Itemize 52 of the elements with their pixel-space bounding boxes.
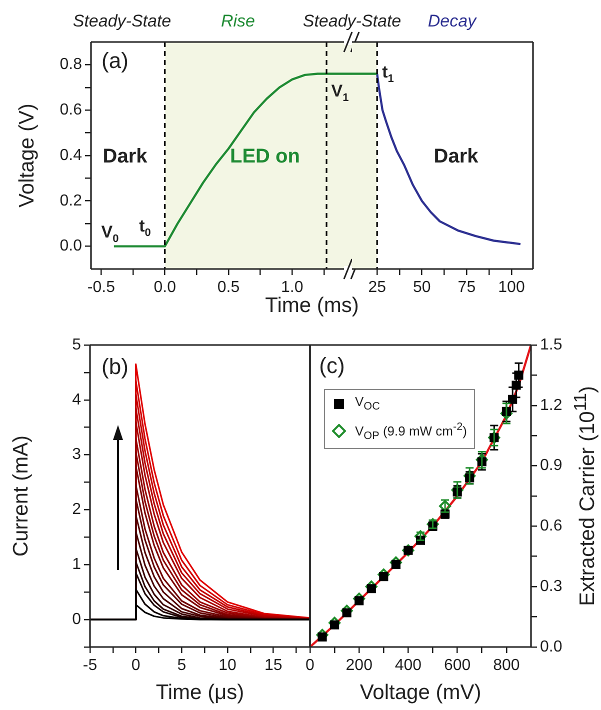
x-tick-label: 25	[368, 279, 386, 296]
y-axis-title: Current (mA)	[9, 435, 32, 557]
y-tick-label: 0.6	[60, 102, 82, 119]
x-tick-label: 400	[394, 657, 422, 674]
legend-label: V$_{OP}$ (9.9 mW cm$^{-2}$)	[355, 420, 467, 444]
x-axis-title: Time (ms)	[265, 294, 359, 318]
x-tick-label: 0	[306, 657, 315, 674]
annotation: LED on	[230, 146, 300, 168]
y-tick-label: 0.4	[60, 146, 82, 164]
x-tick-label: 5	[177, 657, 186, 674]
x-tick-label: -5	[82, 657, 98, 674]
x-tick-label: 200	[346, 657, 373, 674]
x-tick-label: 15	[264, 657, 282, 674]
annotation: Dark	[102, 146, 148, 168]
y-tick-label: 0.9	[540, 457, 562, 474]
x-tick-label: 10	[218, 657, 236, 674]
x-tick-label: 50	[412, 279, 431, 296]
y-tick-label: 0.8	[60, 56, 82, 74]
text: Steady-State	[72, 12, 172, 31]
y-tick-label: 0.6	[540, 518, 562, 535]
annotation: Dark	[434, 146, 480, 168]
y-tick-label: 2	[72, 501, 82, 518]
y-tick-label: 1.5	[540, 336, 562, 354]
text: Decay	[428, 12, 478, 31]
x-axis-title: Voltage (mV)	[360, 681, 482, 704]
y-tick-label: 5	[72, 336, 82, 354]
y-tick-label: 1.2	[540, 396, 562, 414]
y-tick-label: 1	[72, 556, 82, 574]
y-axis-title: Voltage (V)	[15, 104, 38, 208]
annotation: (b)	[102, 354, 128, 380]
x-tick-label: 0.5	[217, 279, 240, 296]
y-tick-label: 0.3	[540, 578, 562, 596]
y-tick-label: 0	[72, 610, 82, 628]
annotation: (a)	[102, 48, 128, 74]
y-tick-label: 4	[72, 391, 82, 408]
x-axis-title: Time (μs)	[156, 681, 244, 704]
text: Rise	[220, 12, 256, 31]
x-tick-label: 100	[498, 279, 525, 296]
x-tick-label: -0.5	[87, 279, 116, 296]
annotation: (c)	[319, 353, 345, 378]
x-tick-label: 75	[458, 279, 476, 296]
y-tick-label: 3	[72, 446, 82, 464]
x-tick-label: 0	[131, 657, 140, 674]
text: Steady-State	[302, 12, 402, 31]
y-tick-label: 0.0	[540, 638, 562, 656]
y-tick-label: 0.0	[60, 238, 82, 255]
x-tick-label: 800	[493, 657, 520, 674]
x-tick-label: 0.0	[154, 279, 176, 296]
y-tick-label: 0.2	[60, 192, 82, 210]
legend-label: V$_{OC}$	[355, 393, 380, 415]
x-tick-label: 600	[444, 657, 471, 674]
x-tick-label: 1.0	[281, 279, 304, 296]
